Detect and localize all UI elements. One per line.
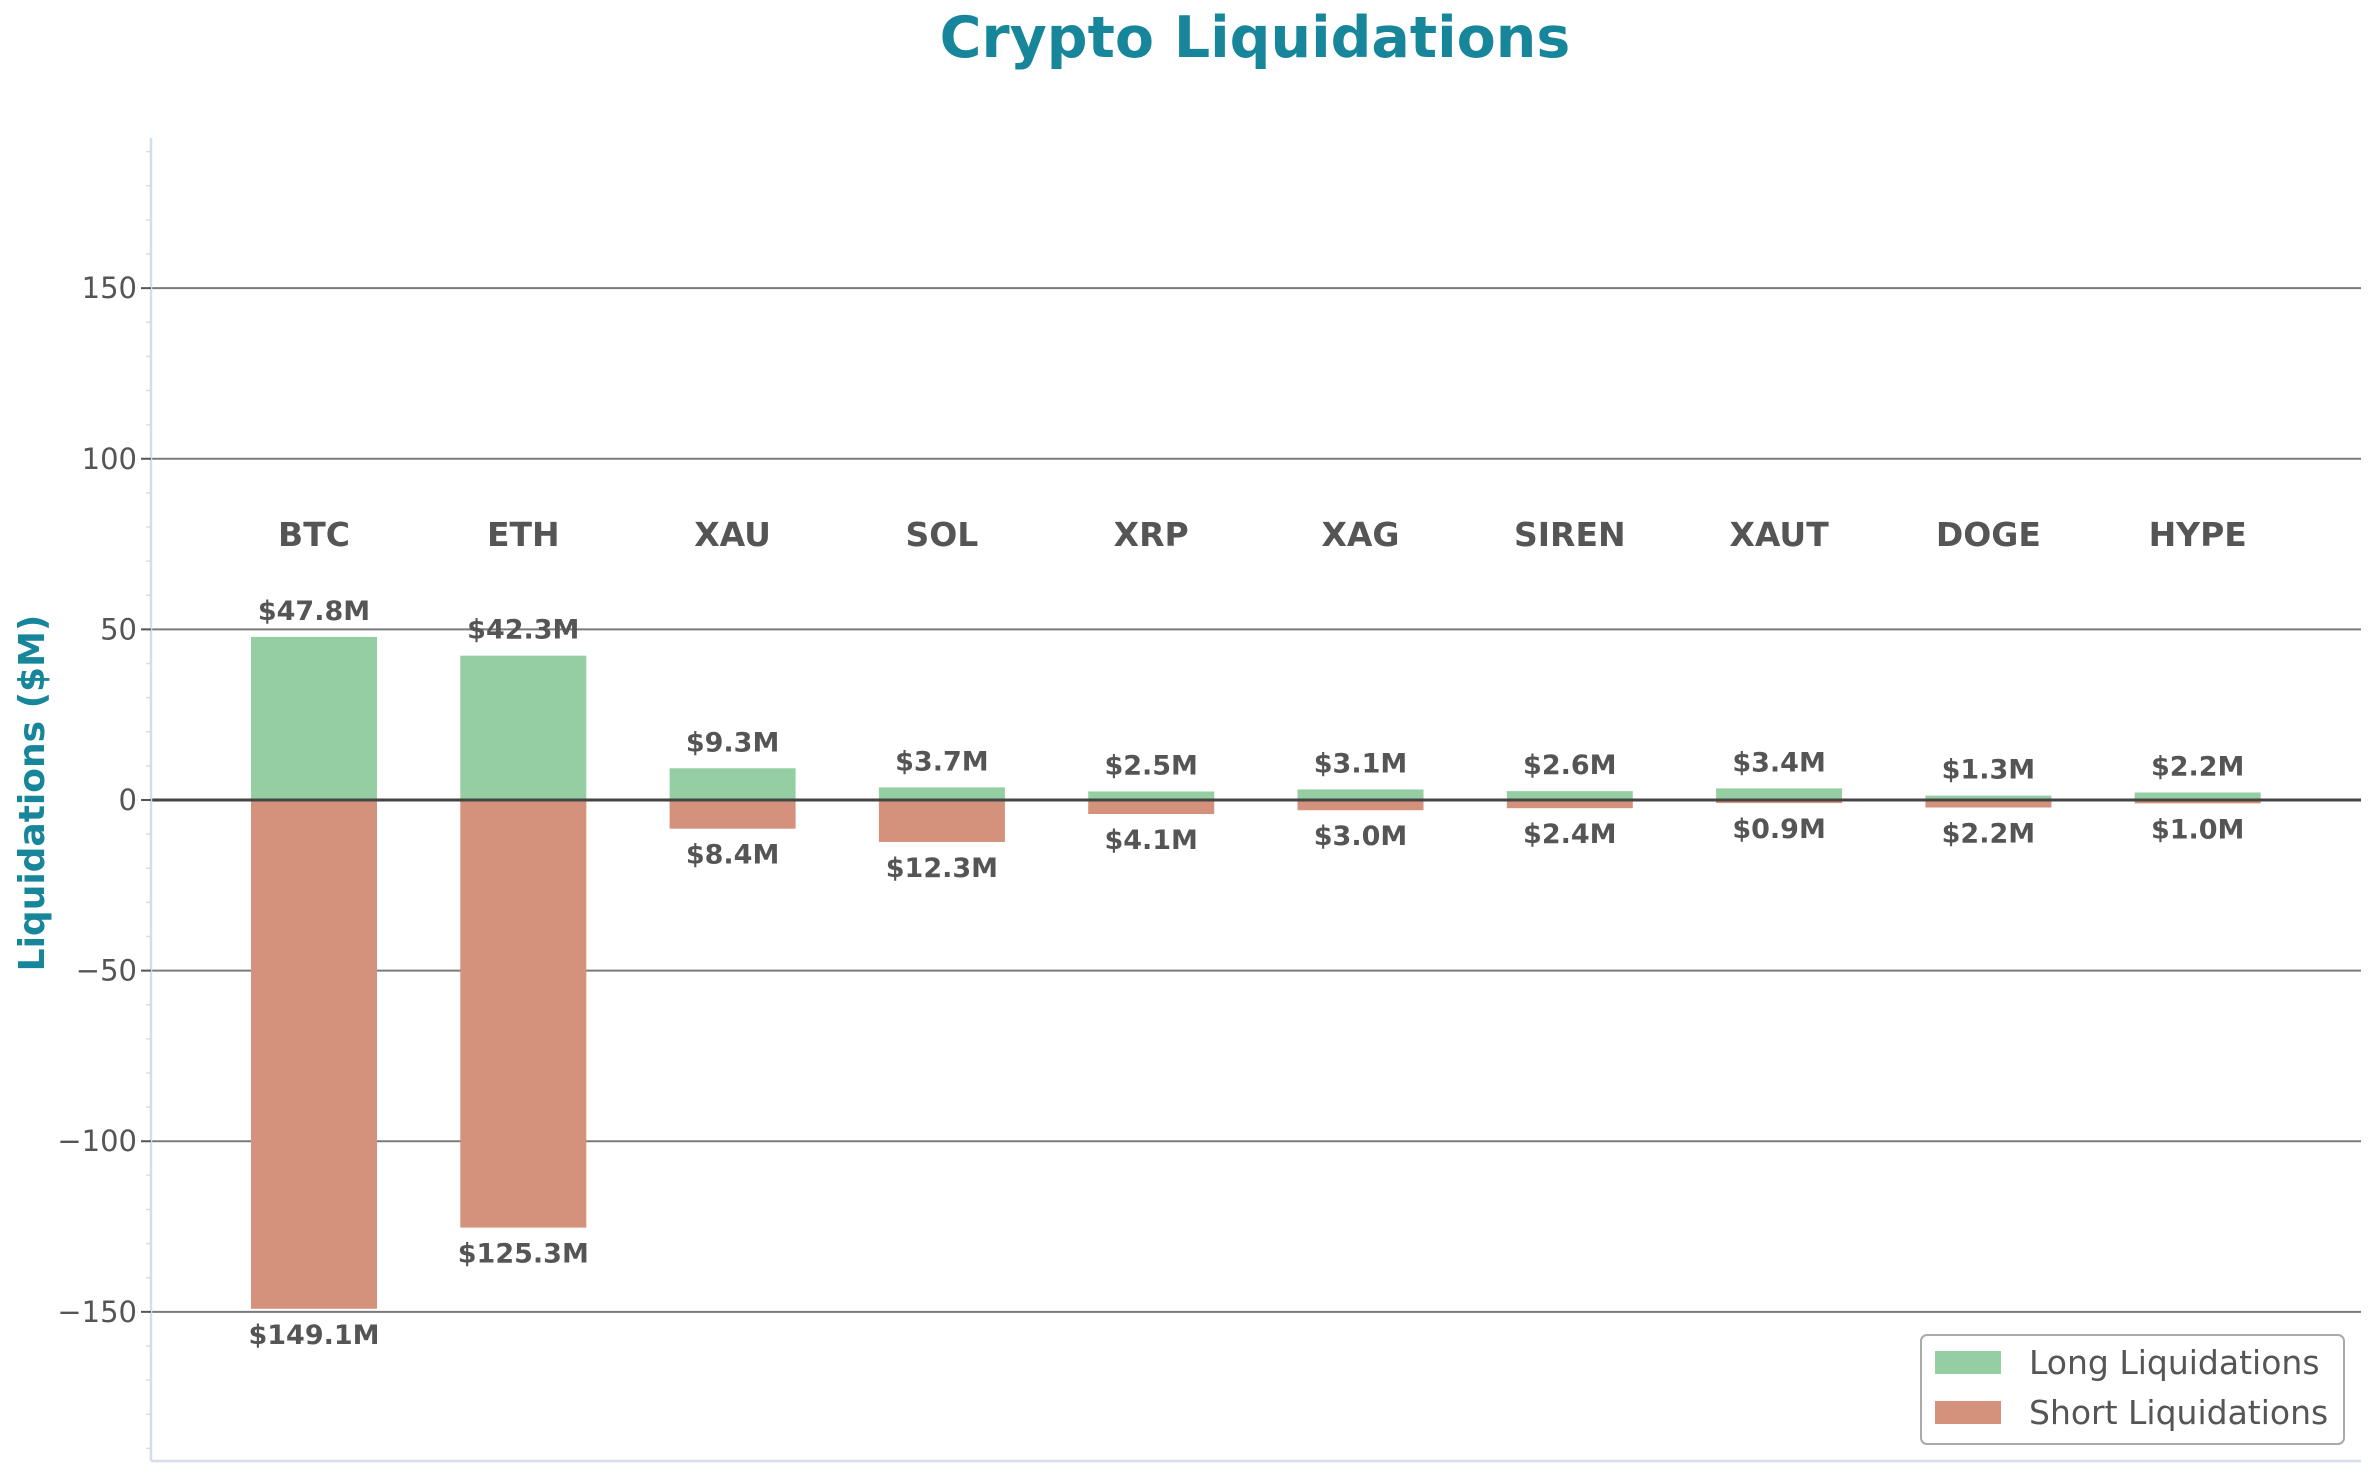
y-tick-label: 0 bbox=[119, 783, 137, 817]
bar-short-xag bbox=[1297, 800, 1424, 811]
bar-long-siren bbox=[1506, 791, 1633, 800]
chart-title: Crypto Liquidations bbox=[940, 5, 1571, 71]
bar-long-eth bbox=[460, 655, 587, 800]
category-label: SIREN bbox=[1514, 515, 1626, 554]
value-label-short: $4.1M bbox=[1104, 825, 1198, 856]
bar-long-xau bbox=[669, 768, 796, 800]
value-label-short: $12.3M bbox=[886, 853, 998, 884]
category-label: HYPE bbox=[2149, 515, 2247, 554]
bar-short-eth bbox=[460, 800, 587, 1228]
legend-label-long: Long Liquidations bbox=[2029, 1343, 2320, 1382]
value-label-long: $47.8M bbox=[258, 596, 370, 627]
bar-short-doge bbox=[1925, 800, 2052, 808]
value-label-long: $42.3M bbox=[467, 615, 579, 646]
bar-short-hype bbox=[2134, 800, 2261, 804]
value-label-long: $3.4M bbox=[1732, 747, 1826, 778]
y-axis-label: Liquidations ($M) bbox=[12, 615, 53, 972]
value-labels: $47.8M $149.1M $42.3M $125.3M $9.3M $8.4M $3.7… bbox=[248, 596, 2244, 1351]
value-label-short: $8.4M bbox=[686, 840, 780, 871]
bar-long-btc bbox=[251, 636, 377, 800]
bar-short-sol bbox=[878, 800, 1005, 842]
value-label-short: $3.0M bbox=[1314, 821, 1408, 852]
value-label-short: $125.3M bbox=[458, 1239, 589, 1270]
legend-swatch-short bbox=[1935, 1401, 2001, 1424]
y-tick-label: −50 bbox=[76, 954, 137, 988]
value-label-long: $3.1M bbox=[1314, 748, 1408, 779]
category-label: BTC bbox=[278, 515, 350, 554]
value-label-long: $2.6M bbox=[1523, 750, 1617, 781]
category-label: XAU bbox=[694, 515, 771, 554]
category-label: ETH bbox=[487, 515, 560, 554]
value-label-long: $9.3M bbox=[686, 727, 780, 758]
value-label-long: $3.7M bbox=[895, 746, 989, 777]
legend-swatch-long bbox=[1935, 1351, 2001, 1374]
bar-long-doge bbox=[1925, 795, 2052, 800]
y-tick-label: −150 bbox=[57, 1295, 137, 1329]
bar-long-sol bbox=[878, 787, 1005, 800]
bar-long-xaut bbox=[1716, 788, 1843, 800]
bar-short-xaut bbox=[1716, 800, 1843, 804]
category-label: XAUT bbox=[1729, 515, 1829, 554]
value-label-short: $2.2M bbox=[1942, 819, 2036, 850]
bars bbox=[251, 636, 2261, 1309]
category-label: XAG bbox=[1321, 515, 1399, 554]
y-tick-label: −100 bbox=[57, 1124, 137, 1158]
value-label-short: $149.1M bbox=[248, 1320, 379, 1351]
y-axis-ticks: −150 −100 −50 0 50 100 150 bbox=[57, 150, 151, 1450]
category-labels: BTC ETH XAU SOL XRP XAG SIREN XAUT DOGE HYPE bbox=[278, 515, 2247, 554]
legend-frame bbox=[1920, 1334, 2345, 1445]
value-label-long: $1.3M bbox=[1942, 755, 2036, 786]
bar-short-btc bbox=[251, 800, 377, 1309]
value-label-short: $2.4M bbox=[1523, 819, 1617, 850]
category-label: XRP bbox=[1114, 515, 1189, 554]
bar-long-xrp bbox=[1088, 791, 1215, 800]
bar-long-xag bbox=[1297, 789, 1424, 800]
y-tick-label: 100 bbox=[82, 442, 137, 476]
value-label-short: $0.9M bbox=[1732, 814, 1826, 845]
legend: Long Liquidations Short Liquidations bbox=[1920, 1334, 2345, 1445]
category-label: SOL bbox=[905, 515, 978, 554]
y-tick-label: 150 bbox=[82, 271, 137, 305]
y-tick-label: 50 bbox=[100, 612, 137, 646]
category-label: DOGE bbox=[1936, 515, 2041, 554]
value-label-short: $1.0M bbox=[2151, 814, 2245, 845]
value-label-long: $2.2M bbox=[2151, 751, 2245, 782]
bar-long-hype bbox=[2134, 792, 2261, 800]
bar-short-xau bbox=[669, 800, 796, 829]
bar-short-siren bbox=[1506, 800, 1633, 809]
bar-short-xrp bbox=[1088, 800, 1215, 814]
value-label-long: $2.5M bbox=[1104, 750, 1198, 781]
legend-label-short: Short Liquidations bbox=[2029, 1393, 2328, 1432]
